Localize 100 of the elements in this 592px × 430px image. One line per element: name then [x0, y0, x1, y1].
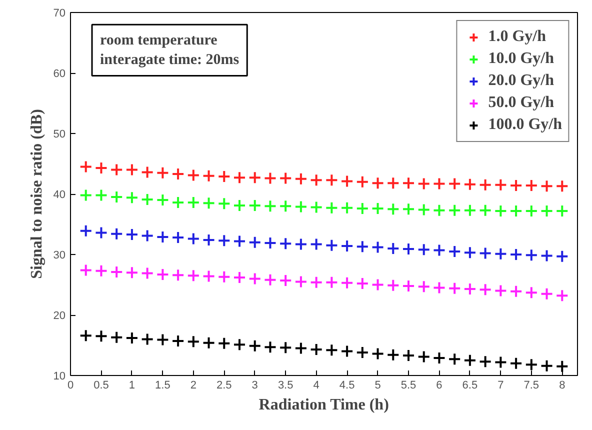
x-tick-label: 2.5	[216, 380, 232, 392]
point	[402, 176, 415, 190]
point	[524, 248, 538, 262]
point	[156, 194, 170, 207]
point	[371, 202, 384, 216]
point	[248, 272, 262, 286]
point	[310, 238, 323, 251]
point	[325, 201, 338, 214]
point	[172, 231, 185, 244]
point	[79, 188, 92, 202]
y-tick-label: 60	[53, 68, 66, 80]
point	[279, 341, 292, 354]
point	[356, 240, 369, 254]
point	[202, 233, 216, 246]
x-tick-label: 2	[190, 380, 196, 392]
point	[463, 282, 476, 296]
point	[417, 350, 430, 364]
point	[417, 243, 430, 256]
point	[478, 283, 492, 296]
point	[140, 192, 154, 206]
point	[356, 277, 369, 290]
point	[156, 166, 170, 180]
x-tick-label: 5	[374, 380, 381, 392]
point	[448, 204, 462, 217]
point	[494, 178, 508, 192]
point	[556, 204, 569, 218]
point	[556, 180, 569, 193]
x-tick-label: 0.5	[94, 380, 109, 392]
point	[463, 178, 476, 191]
point	[540, 204, 554, 218]
point	[248, 171, 262, 184]
point	[540, 359, 554, 372]
point	[510, 284, 523, 298]
point	[463, 354, 476, 367]
point	[110, 163, 124, 176]
point	[140, 266, 154, 280]
point	[279, 237, 292, 250]
point	[510, 204, 523, 218]
point	[340, 344, 354, 358]
point	[186, 232, 200, 246]
x-tick-label: 8	[559, 380, 566, 392]
point	[386, 278, 400, 292]
point	[125, 331, 138, 344]
x-tick-label: 6.5	[462, 380, 478, 392]
point	[524, 358, 538, 372]
x-tick-label: 1.5	[155, 380, 170, 392]
point	[156, 333, 170, 346]
point	[478, 246, 492, 260]
point	[448, 282, 462, 295]
point	[356, 202, 369, 216]
point	[279, 200, 292, 213]
x-tick-label: 4	[313, 380, 320, 392]
point	[556, 289, 569, 302]
point	[494, 247, 508, 260]
point	[94, 226, 108, 240]
point	[202, 169, 216, 182]
point	[248, 339, 262, 352]
x-tick-label: 3.5	[278, 380, 294, 392]
point	[540, 180, 554, 193]
point	[294, 342, 308, 355]
point	[356, 175, 369, 188]
y-axis-title: Signal to noise ratio (dB)	[28, 109, 46, 279]
point	[140, 229, 154, 242]
point	[186, 196, 200, 209]
legend-label: 1.0 Gy/h	[488, 28, 546, 46]
point	[110, 266, 124, 279]
point	[172, 334, 185, 348]
point	[264, 236, 277, 250]
point	[294, 172, 308, 186]
point	[371, 347, 384, 360]
point	[448, 177, 462, 190]
point	[140, 166, 154, 179]
point	[233, 270, 246, 284]
point	[264, 273, 277, 286]
point	[310, 342, 323, 356]
y-tick-label: 30	[53, 250, 66, 262]
point	[524, 204, 538, 218]
point	[417, 203, 430, 216]
y-tick-label: 40	[53, 189, 66, 201]
point	[110, 227, 124, 240]
point	[94, 188, 108, 202]
point	[386, 202, 400, 216]
y-tick-label: 10	[53, 370, 66, 382]
point	[556, 250, 569, 263]
point	[510, 248, 523, 261]
legend-label: 100.0 Gy/h	[488, 116, 562, 134]
y-tick-label: 50	[53, 128, 66, 140]
point	[218, 197, 231, 210]
point	[294, 238, 308, 251]
point	[371, 278, 384, 292]
point	[478, 355, 492, 368]
point	[172, 196, 185, 209]
x-tick-label: 3	[252, 380, 258, 392]
point	[186, 335, 200, 348]
point	[110, 190, 124, 204]
point	[463, 246, 476, 260]
point	[448, 352, 462, 366]
point	[94, 330, 108, 343]
point	[540, 249, 554, 262]
point	[172, 268, 185, 282]
